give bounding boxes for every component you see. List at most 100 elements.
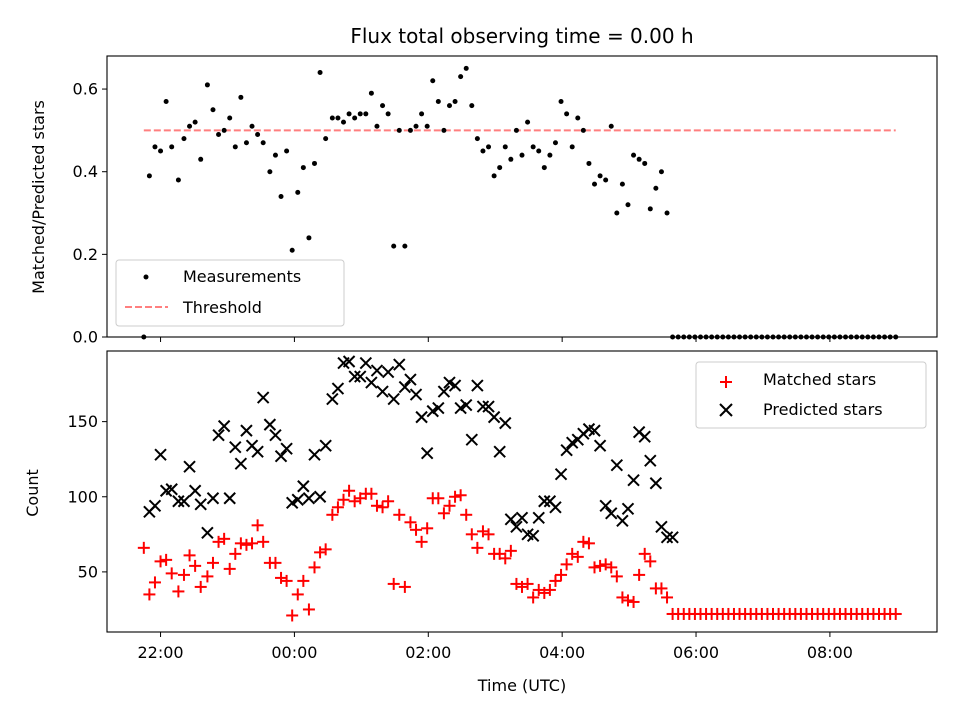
measurement-point xyxy=(636,156,642,162)
matched-star-marker xyxy=(404,516,417,529)
bottom-legend-box xyxy=(695,361,927,429)
measurement-point xyxy=(158,148,164,154)
measurement-point xyxy=(181,136,187,142)
measurement-point xyxy=(831,334,837,340)
measurement-point xyxy=(820,334,826,340)
predicted-star-marker xyxy=(644,454,657,467)
matched-star-marker xyxy=(326,508,339,521)
matched-star-marker xyxy=(588,561,601,574)
predicted-star-marker xyxy=(365,376,378,389)
measurement-point xyxy=(876,334,882,340)
measurement-point xyxy=(374,123,380,129)
measurement-point xyxy=(317,70,323,76)
measurement-point xyxy=(530,144,536,150)
predicted-star-marker xyxy=(154,448,167,461)
matched-star-marker xyxy=(627,595,640,608)
bottom-legend: Matched stars Predicted stars xyxy=(695,361,927,429)
matched-star-marker xyxy=(454,489,467,502)
measurement-point xyxy=(547,152,553,158)
measurement-point xyxy=(295,189,301,195)
matched-star-marker xyxy=(218,532,231,545)
matched-star-marker xyxy=(319,543,332,556)
measurement-point xyxy=(210,107,216,113)
matched-star-marker xyxy=(610,570,623,583)
predicted-star-marker xyxy=(409,388,423,401)
measurement-point xyxy=(169,144,175,150)
predicted-star-marker xyxy=(510,520,523,534)
predicted-star-marker xyxy=(437,385,451,398)
legend-matched-label: Matched stars xyxy=(763,370,876,389)
measurement-point xyxy=(502,144,508,150)
matched-star-marker xyxy=(348,495,361,508)
measurement-point xyxy=(260,140,266,146)
matched-star-marker xyxy=(655,582,668,595)
measurement-point xyxy=(642,160,648,166)
predicted-star-marker xyxy=(291,493,304,506)
measurement-point xyxy=(753,334,759,340)
measurement-point xyxy=(407,127,413,133)
measurement-point xyxy=(843,334,849,340)
measurement-point xyxy=(681,334,687,340)
measurement-point xyxy=(474,136,480,142)
measurement-point xyxy=(238,94,244,100)
predicted-star-marker xyxy=(420,446,434,460)
matched-star-marker xyxy=(297,574,310,587)
predicted-star-marker xyxy=(593,439,607,452)
matched-star-marker xyxy=(571,550,584,563)
legend-predicted-label: Predicted stars xyxy=(763,400,883,419)
measurement-point xyxy=(803,334,809,340)
measurement-point xyxy=(232,144,238,150)
matched-star-marker xyxy=(499,552,512,565)
matched-star-marker xyxy=(889,607,902,620)
top-y-tick-label: 0.4 xyxy=(73,162,98,181)
matched-star-marker xyxy=(172,585,185,598)
measurement-point xyxy=(653,185,659,191)
measurement-point xyxy=(525,119,531,125)
measurement-point xyxy=(882,334,888,340)
measurement-point xyxy=(306,235,312,241)
bottom-data-marks xyxy=(137,355,902,622)
measurement-point xyxy=(670,334,676,340)
measurement-point xyxy=(491,173,497,179)
measurement-point xyxy=(859,334,865,340)
predicted-star-marker xyxy=(432,401,445,415)
predicted-star-marker xyxy=(476,400,490,413)
measurement-point xyxy=(198,156,204,162)
predicted-star-marker xyxy=(223,492,236,505)
measurement-point xyxy=(658,169,664,175)
matched-star-marker xyxy=(566,547,579,560)
predicted-star-marker xyxy=(471,379,484,392)
predicted-star-marker xyxy=(415,410,428,424)
measurement-point xyxy=(787,334,793,340)
measurement-point xyxy=(402,243,408,249)
predicted-star-marker xyxy=(263,418,277,431)
predicted-star-marker xyxy=(183,460,196,473)
measurement-point xyxy=(289,247,295,253)
top-legend-box xyxy=(115,259,345,327)
matched-star-marker xyxy=(415,535,428,548)
top-y-axis-label: Matched/Predicted stars xyxy=(29,100,48,294)
bottom-x-ticks: 22:00 00:00 02:00 04:00 06:00 08:00 xyxy=(137,632,853,662)
matched-star-marker xyxy=(331,501,344,514)
matched-star-marker xyxy=(286,609,299,622)
measurement-point xyxy=(709,334,715,340)
matched-star-marker xyxy=(165,567,178,580)
bottom-plot-frame xyxy=(106,350,938,633)
measurement-point xyxy=(249,123,255,129)
matched-star-marker xyxy=(616,591,629,604)
matched-star-marker xyxy=(365,487,378,500)
matched-star-marker xyxy=(269,556,282,569)
predicted-star-marker xyxy=(188,484,202,497)
predicted-star-marker xyxy=(599,499,612,512)
matched-star-marker xyxy=(482,528,495,541)
predicted-star-marker xyxy=(482,400,495,413)
predicted-star-marker xyxy=(319,439,332,452)
measurement-point xyxy=(575,115,581,121)
matched-star-marker xyxy=(370,499,383,512)
measurement-point xyxy=(664,210,670,216)
x-tick-label: 00:00 xyxy=(271,643,317,662)
measurement-point xyxy=(312,160,317,166)
predicted-star-marker xyxy=(302,492,316,505)
measurement-point xyxy=(446,103,452,109)
predicted-star-marker xyxy=(504,513,518,526)
